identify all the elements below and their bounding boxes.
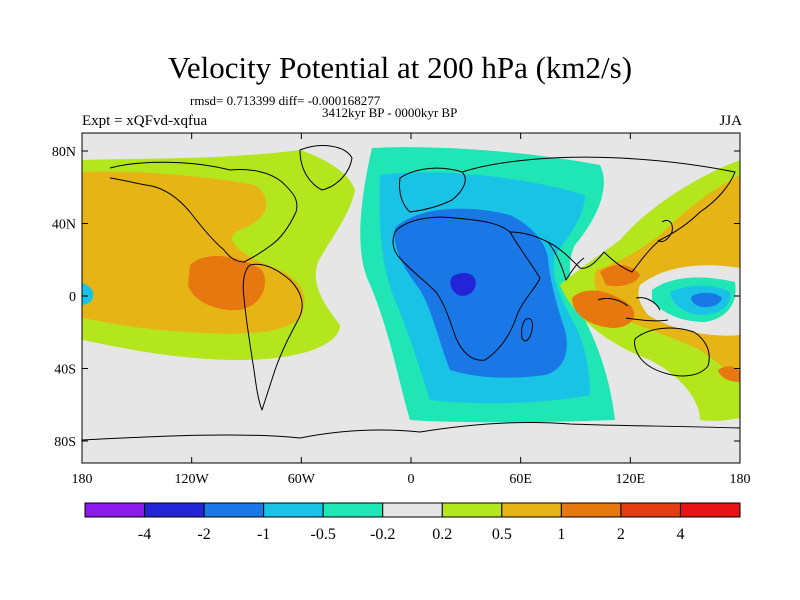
experiment-label: Expt = xQFvd-xqfua [82,113,208,129]
colorbar-swatch [560,502,622,518]
x-tick-label: 180 [72,472,93,487]
colorbar-label: -0.2 [370,526,395,543]
contour-neg-max-africa [450,272,476,296]
contour-neg-strong-africa [394,208,567,378]
colorbar-label: 4 [676,526,684,543]
contour-neg-dateline [82,283,94,305]
colorbar-swatch [203,502,265,518]
contour-pos-strong-east [572,290,635,328]
colorbar-swatch [501,502,562,518]
coastline-japan [657,219,673,243]
x-tick-label: 120W [175,472,210,487]
colorbar-label: -0.5 [311,526,336,543]
season-label: JJA [719,113,742,129]
colorbar-label: 0.5 [492,526,512,543]
coastline-north-america [109,161,298,263]
coastline-asia [461,156,736,273]
x-tick-label: 120E [616,472,646,487]
colorbar-label: 1 [557,526,565,543]
colorbar-label: 0.2 [432,526,452,543]
x-tick-label: 60E [509,472,532,487]
coastline-madagascar [521,317,533,342]
x-tick-label: 0 [408,472,415,487]
contour-pos-strong-east-c [718,366,740,382]
colorbar-label: -2 [197,526,210,543]
chart-title: Velocity Potential at 200 hPa (km2/s) [167,50,633,85]
colorbar-label: -1 [257,526,270,543]
y-tick-label: 40N [52,218,76,233]
colorbar-label: -4 [138,526,151,543]
contour-fill [82,147,740,423]
contour-neg-strong-pacific [691,292,722,308]
coastline-europe [399,167,466,213]
colorbar-swatch [382,502,443,518]
colorbar-swatch [263,502,324,518]
x-tick-label: 60W [288,472,316,487]
colorbar-swatch [144,502,205,518]
period-label: 3412kyr BP - 0000kyr BP [322,105,458,120]
contour-pos-strong-west [188,255,266,311]
coastline-greenland [299,145,353,191]
coastline-south-america [242,263,303,411]
coastline-antarctica [82,421,740,441]
coastline-indonesia [597,297,669,322]
coastline-india [547,241,585,281]
y-tick-label: 40S [54,363,76,378]
coastline-australia [634,327,710,377]
coastline-africa [392,216,541,361]
stats-line: rmsd= 0.713399 diff= -0.000168277 [190,93,381,108]
colorbar-label: 2 [617,526,625,543]
y-tick-label: 80N [52,145,76,160]
coastlines [82,145,740,441]
colorbar-swatch [679,502,741,518]
colorbar-swatch [441,502,503,518]
contour-pos-strong-east-b [600,264,640,287]
x-tick-label: 180 [730,472,751,487]
y-tick-label: 80S [54,435,76,450]
colorbar-swatch [620,502,681,518]
y-tick-label: 0 [69,290,76,305]
colorbar-swatch [322,502,384,518]
axis-ticks: 180 120W 60W 0 60E 120E 180 80N 40N 0 40S 80S [52,133,751,487]
colorbar-swatch [84,502,146,518]
colorbar: -4 -2 -1 -0.5 -0.2 0.2 0.5 1 2 4 [84,502,741,543]
